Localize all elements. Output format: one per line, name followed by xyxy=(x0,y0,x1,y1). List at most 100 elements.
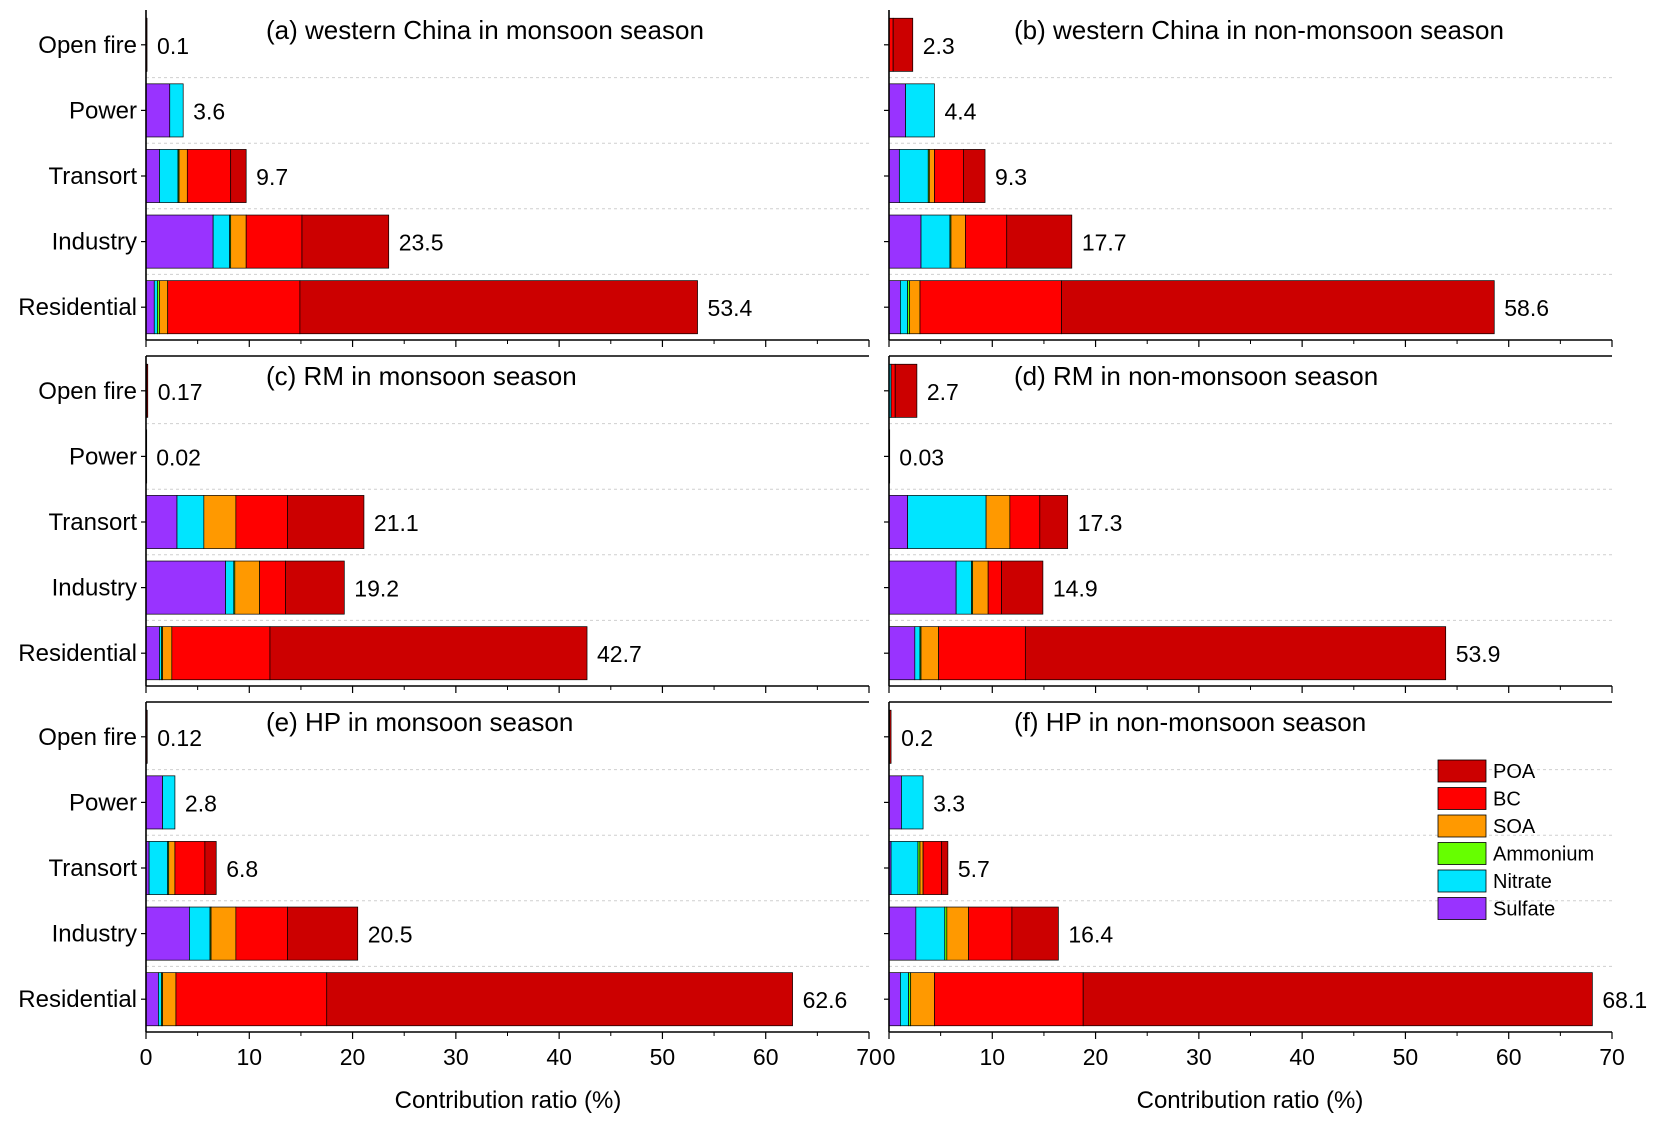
bar-segment-poa xyxy=(894,363,918,418)
bar-segment-nitrate xyxy=(955,560,972,615)
total-label: 0.12 xyxy=(157,725,202,751)
panel-c: 0.17 Open fire 0.02 Power 21.1 Transort 19.2 In… xyxy=(18,355,870,693)
bar-segment-sulfate xyxy=(145,626,160,681)
bar-segment-sulfate xyxy=(888,560,957,615)
total-label: 4.4 xyxy=(944,98,976,124)
bar-segment-sulfate xyxy=(888,149,900,203)
legend-label: SOA xyxy=(1493,816,1536,838)
total-label: 6.8 xyxy=(226,856,258,882)
bar-segment-poa xyxy=(941,841,949,895)
bar-segment-bc xyxy=(1009,495,1041,549)
bar-segment-sulfate xyxy=(145,775,163,830)
bar-segment-soa xyxy=(210,906,237,961)
bar-segment-soa xyxy=(985,495,1011,549)
bar-segment-nitrate xyxy=(176,495,205,549)
category-label: Residential xyxy=(18,640,137,667)
bar-segment-nitrate xyxy=(169,83,184,138)
total-label: 2.7 xyxy=(927,379,959,405)
bar-segment-nitrate xyxy=(907,495,987,549)
bar-segment-bc xyxy=(186,149,232,203)
x-axis-title-right: Contribution ratio (%) xyxy=(1137,1087,1364,1114)
total-label: 17.7 xyxy=(1082,230,1127,256)
legend-label: POA xyxy=(1493,761,1536,783)
total-label: 53.9 xyxy=(1456,641,1501,667)
category-label: Industry xyxy=(52,575,137,602)
bar-segment-nitrate xyxy=(189,906,211,961)
bar-segment-poa xyxy=(287,906,359,961)
category-label: Transort xyxy=(49,855,138,882)
panel-e: 0.12 Open fire 2.8 Power 6.8 Transort 20.5 Indu… xyxy=(18,701,882,1070)
bar-segment-nitrate xyxy=(915,906,946,961)
total-label: 2.3 xyxy=(923,33,955,59)
bar-segment-poa xyxy=(299,280,698,335)
legend-swatch xyxy=(1437,897,1487,920)
bar-segment-sulfate xyxy=(145,149,160,203)
total-label: 17.3 xyxy=(1078,510,1123,536)
panel-a: 0.1 Open fire 3.6 Power 9.7 Transort 23.5 Indus… xyxy=(18,10,870,347)
category-label: Open fire xyxy=(38,378,137,405)
category-label: Open fire xyxy=(38,32,137,59)
bar-segment-soa xyxy=(203,495,237,549)
bar-segment-sulfate xyxy=(888,775,902,830)
bar-segment-bc xyxy=(922,841,943,895)
bar-segment-bc xyxy=(965,214,1008,269)
bar-segment-nitrate xyxy=(162,775,176,830)
bar-segment-bc xyxy=(890,363,896,418)
bar-segment-nitrate xyxy=(900,280,908,335)
bar-segment-bc xyxy=(245,214,303,269)
total-label: 0.1 xyxy=(157,33,189,59)
bar-segment-poa xyxy=(1006,214,1073,269)
bar-segment-bc xyxy=(235,906,288,961)
bar-segment-sulfate xyxy=(145,972,159,1027)
x-axis-title-left: Contribution ratio (%) xyxy=(395,1087,622,1114)
bar-segment-bc xyxy=(259,560,286,615)
bar-segment-nitrate xyxy=(890,841,919,895)
category-label: Residential xyxy=(18,294,137,321)
bar-segment-poa xyxy=(1024,626,1447,681)
x-tick-label: 20 xyxy=(1083,1044,1109,1070)
bar-segment-poa xyxy=(1011,906,1059,961)
total-label: 0.03 xyxy=(899,444,944,470)
bar-segment-bc xyxy=(175,972,328,1027)
x-tick-label: 20 xyxy=(340,1044,366,1070)
bar-segment-poa xyxy=(287,495,365,549)
bar-segment-poa xyxy=(269,626,588,681)
total-label: 9.7 xyxy=(256,164,288,190)
bar-segment-poa xyxy=(230,149,247,203)
x-tick-label: 30 xyxy=(443,1044,469,1070)
bar-segment-soa xyxy=(162,972,177,1027)
bar-segment-bc xyxy=(235,495,288,549)
x-tick-label: 30 xyxy=(1186,1044,1212,1070)
bar-segment-sulfate xyxy=(145,83,171,138)
x-tick-label: 10 xyxy=(236,1044,262,1070)
legend: POA BC SOA Ammonium Nitrate Sulfate xyxy=(1437,759,1594,921)
bar-segment-sulfate xyxy=(888,972,901,1027)
total-label: 53.4 xyxy=(708,295,753,321)
total-label: 14.9 xyxy=(1053,576,1098,602)
total-label: 5.7 xyxy=(958,856,990,882)
total-label: 19.2 xyxy=(354,576,399,602)
category-label: Power xyxy=(69,97,137,124)
bar-segment-soa xyxy=(168,841,176,895)
total-label: 16.4 xyxy=(1068,922,1113,948)
bar-segment-nitrate xyxy=(914,626,921,681)
bar-segment-sulfate xyxy=(888,906,917,961)
bar-segment-nitrate xyxy=(158,972,162,1027)
bar-segment-nitrate xyxy=(900,972,909,1027)
bar-segment-bc xyxy=(938,626,1026,681)
panel-title: (c) RM in monsoon season xyxy=(266,361,577,391)
total-label: 2.8 xyxy=(185,790,217,816)
bar-segment-poa xyxy=(1061,280,1495,335)
bar-segment-sulfate xyxy=(888,214,922,269)
total-label: 3.3 xyxy=(933,790,965,816)
category-label: Industry xyxy=(52,921,137,948)
bar-segment-poa xyxy=(963,149,986,203)
panel-title: (a) western China in monsoon season xyxy=(266,15,704,45)
category-label: Power xyxy=(69,443,137,470)
bar-segment-soa xyxy=(162,626,173,681)
bar-segment-sulfate xyxy=(888,495,908,549)
bar-segment-soa xyxy=(946,906,969,961)
bar-segment-nitrate xyxy=(920,214,951,269)
legend-swatch xyxy=(1437,787,1487,810)
